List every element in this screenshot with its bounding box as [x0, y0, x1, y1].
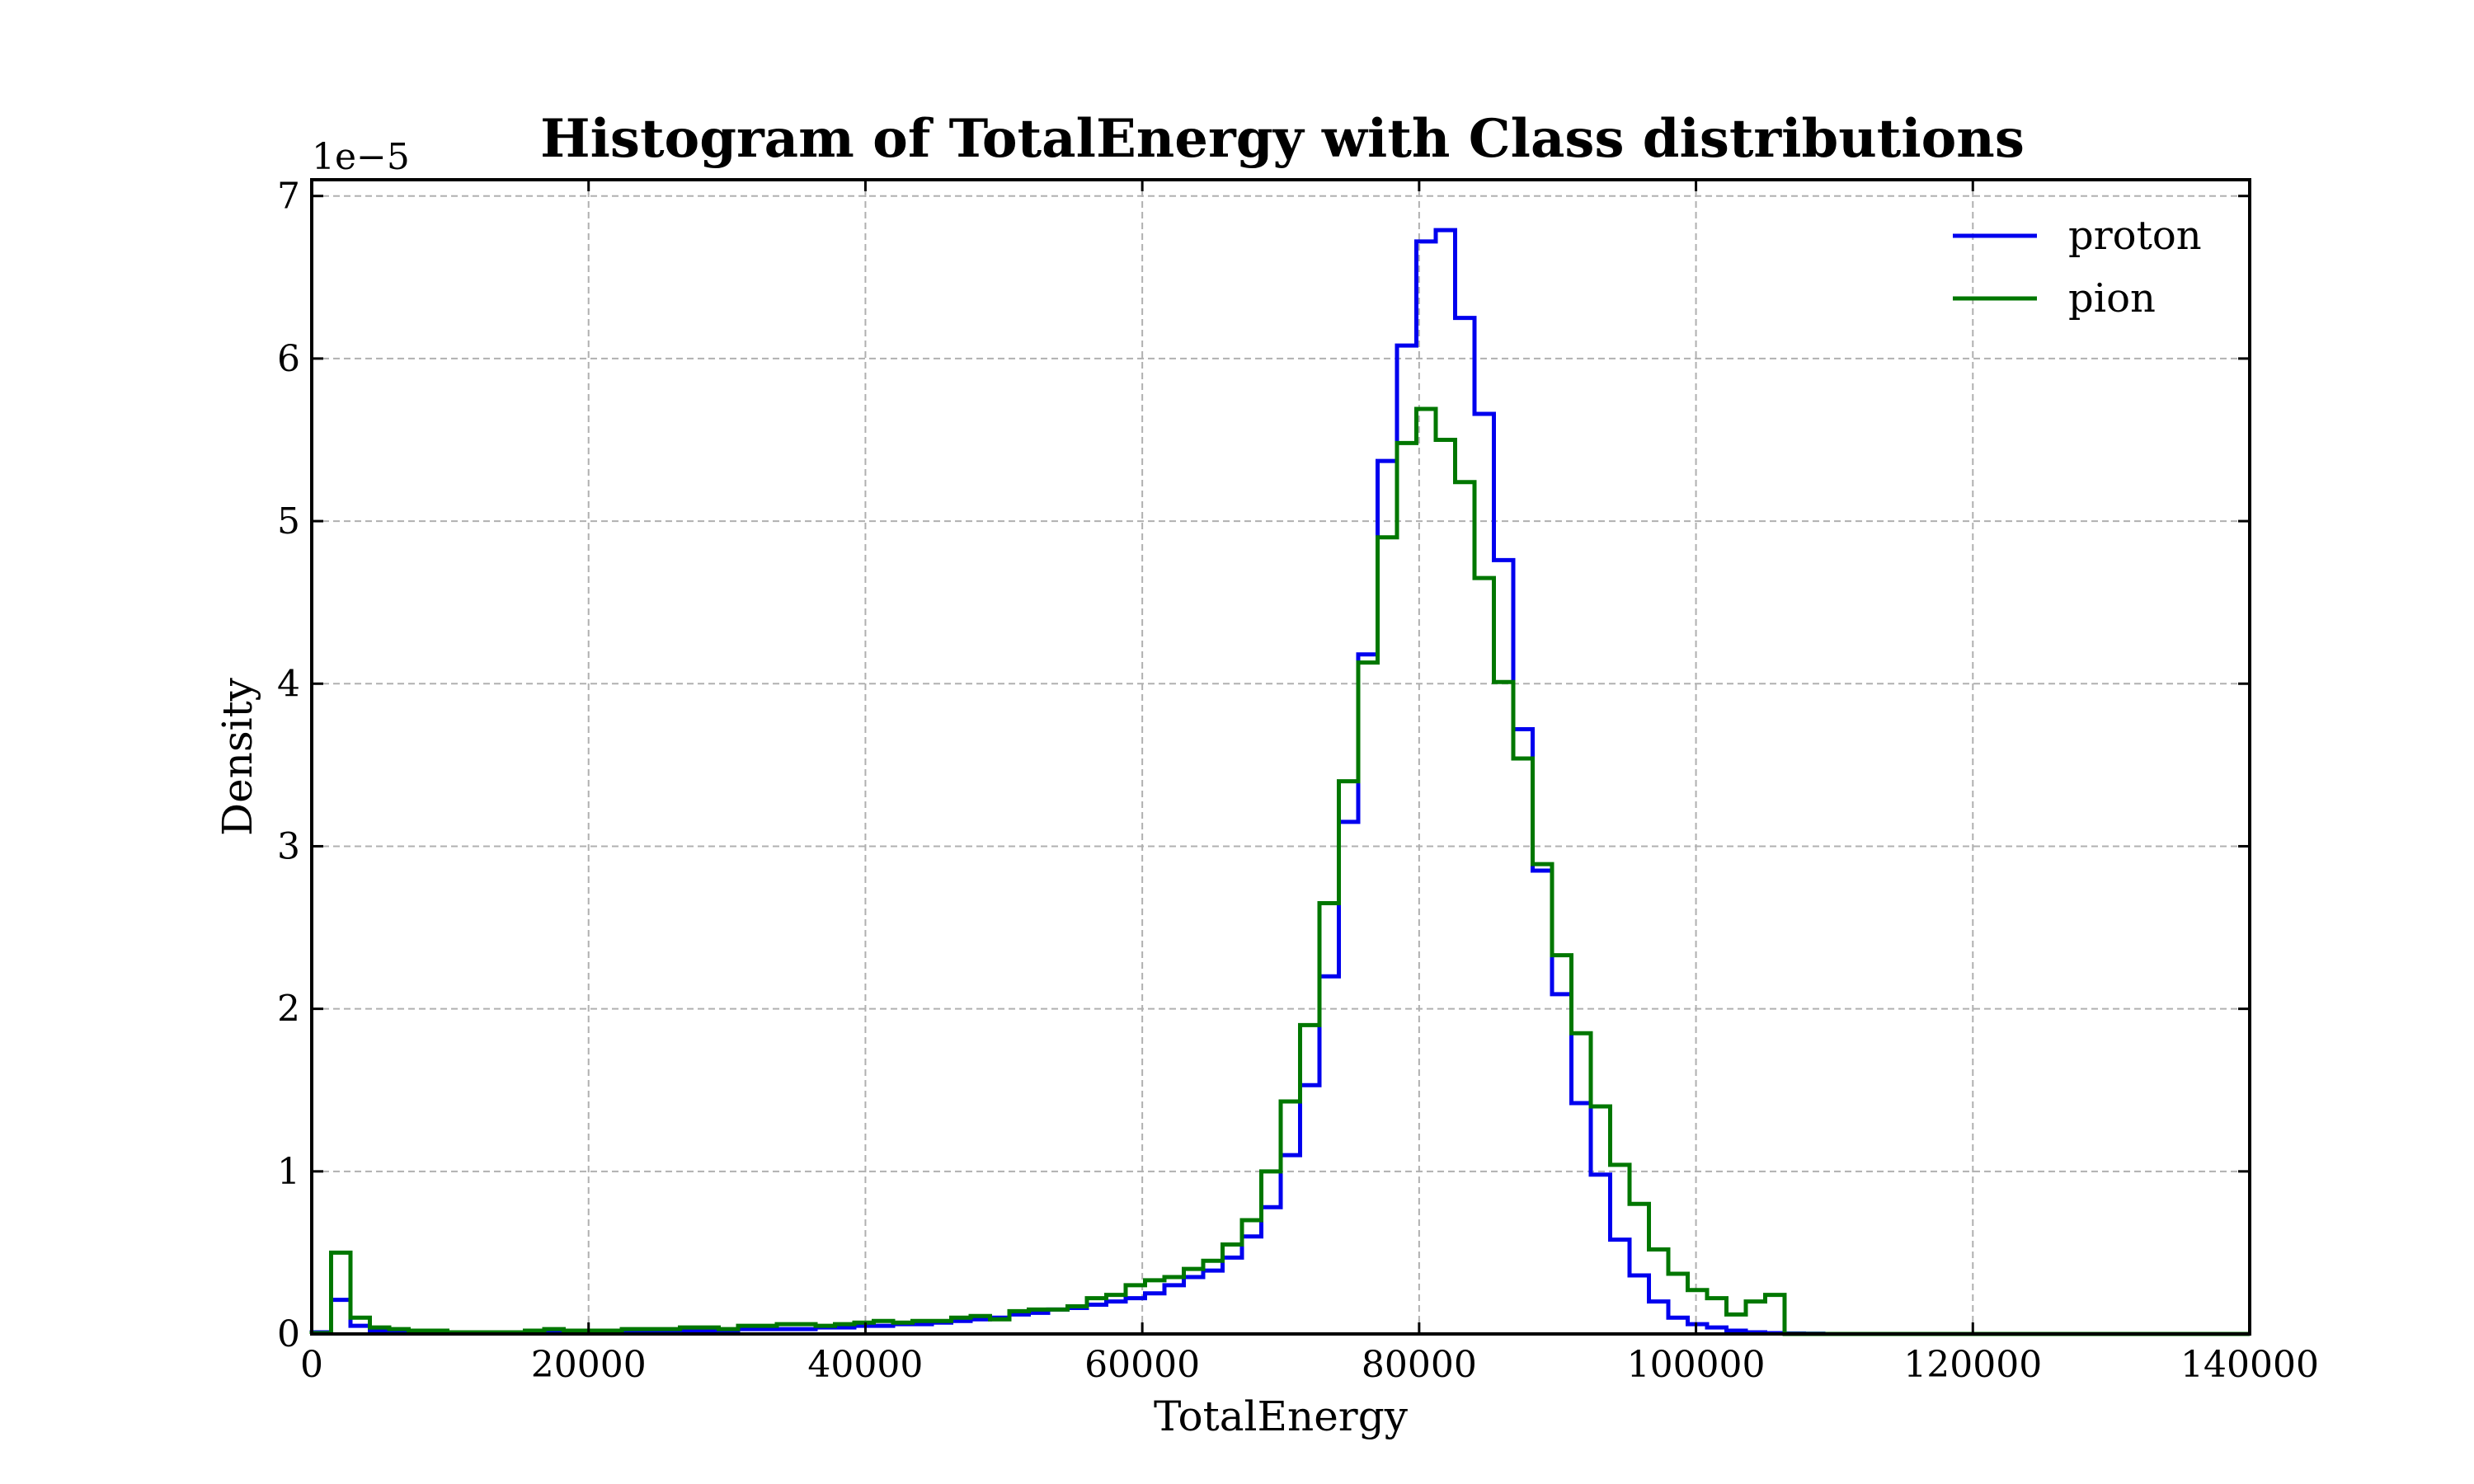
- y-tick-label: 2: [277, 989, 300, 1031]
- x-tick-label: 0: [300, 1344, 323, 1386]
- y-multiplier-label: 1e−5: [312, 136, 410, 178]
- x-tick-label: 40000: [807, 1344, 923, 1386]
- series-lines: [309, 228, 2250, 1336]
- x-tick-label: 60000: [1084, 1344, 1200, 1386]
- x-axis-label: TotalEnergy: [1154, 1392, 1409, 1440]
- x-tick-label: 20000: [531, 1344, 647, 1386]
- y-tick-label: 3: [277, 825, 300, 867]
- legend-label-pion: pion: [2068, 275, 2156, 322]
- x-tick-label: 80000: [1362, 1344, 1477, 1386]
- y-tick-label: 0: [277, 1313, 300, 1355]
- axis-ticks: 0 20000 40000 60000 80000 100000 120000 140000 0…: [277, 176, 2319, 1386]
- legend: proton pion: [1953, 213, 2202, 322]
- x-tick-label: 140000: [2180, 1344, 2319, 1386]
- y-tick-label: 5: [277, 500, 300, 542]
- y-tick-label: 1: [277, 1151, 300, 1193]
- plot-frame: [310, 178, 2251, 1336]
- series-pion-step-line: [309, 406, 2250, 1336]
- y-tick-label: 4: [277, 663, 300, 705]
- chart-title: Histogram of TotalEnergy with Class dist…: [540, 108, 2025, 170]
- legend-label-proton: proton: [2068, 213, 2202, 259]
- y-tick-label: 7: [277, 176, 300, 218]
- y-tick-label: 6: [277, 338, 300, 380]
- grid-lines: [312, 180, 2250, 1334]
- x-tick-label: 100000: [1627, 1344, 1766, 1386]
- y-axis-label: Density: [214, 677, 261, 836]
- x-tick-label: 120000: [1903, 1344, 2042, 1386]
